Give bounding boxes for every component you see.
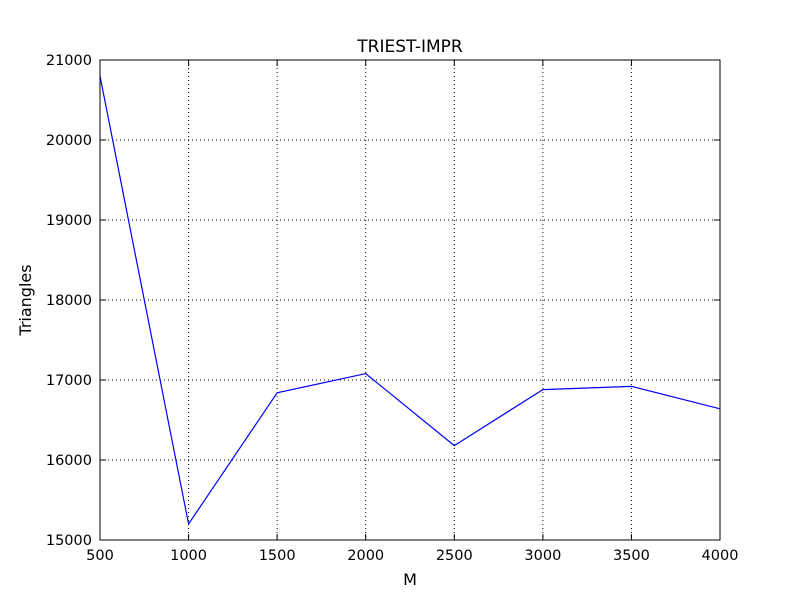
- axis-ticks: 500 1000 1500 2000 2500 3000 3500 4000 15000 1600…: [46, 53, 739, 564]
- x-tick-label: 3000: [524, 548, 561, 564]
- y-tick-label: 16000: [46, 453, 92, 469]
- x-tick-label: 1500: [259, 548, 296, 564]
- y-tick-label: 15000: [46, 533, 92, 549]
- y-tick-label: 19000: [46, 213, 92, 229]
- y-axis-label: Triangles: [16, 264, 35, 336]
- y-tick-label: 17000: [46, 373, 92, 389]
- x-tick-label: 500: [86, 548, 114, 564]
- chart-title: TRIEST-IMPR: [356, 37, 463, 57]
- x-tick-label: 2500: [436, 548, 473, 564]
- x-tick-label: 1000: [170, 548, 207, 564]
- x-tick-label: 2000: [347, 548, 384, 564]
- y-tick-label: 20000: [46, 133, 92, 149]
- x-tick-label: 3500: [613, 548, 650, 564]
- series-line: [99, 75, 721, 526]
- grid-lines: [99, 59, 721, 541]
- y-tick-label: 18000: [46, 293, 92, 309]
- y-tick-label: 21000: [46, 53, 92, 69]
- x-axis-label: M: [403, 570, 417, 589]
- x-tick-label: 4000: [702, 548, 739, 564]
